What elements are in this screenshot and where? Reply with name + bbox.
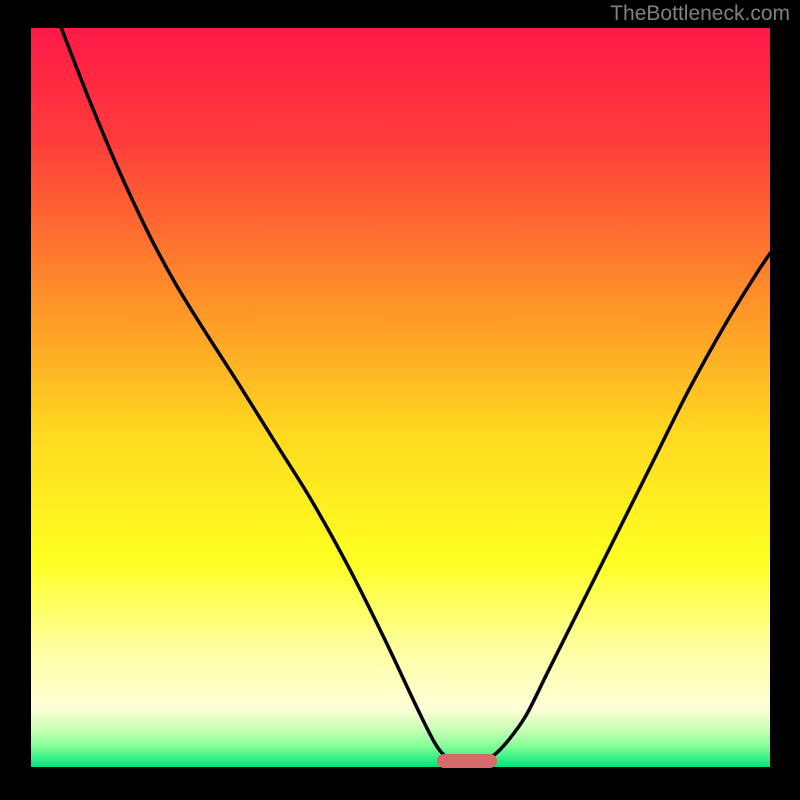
watermark-text: TheBottleneck.com bbox=[610, 2, 790, 26]
bottleneck-curve bbox=[31, 28, 770, 767]
plot-area bbox=[31, 28, 770, 767]
optimum-marker bbox=[437, 754, 496, 767]
